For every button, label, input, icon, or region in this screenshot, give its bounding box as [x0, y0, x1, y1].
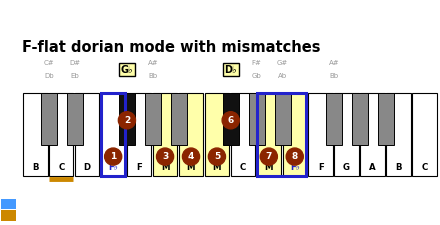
Text: Bb: Bb [330, 73, 339, 79]
Circle shape [222, 112, 239, 129]
Bar [23, 93, 48, 176]
Bar [386, 93, 411, 176]
Bar [205, 93, 229, 176]
Text: 7: 7 [266, 152, 272, 161]
Text: G♭: G♭ [121, 65, 133, 75]
Text: M: M [264, 163, 273, 172]
Text: C: C [240, 163, 246, 172]
Bar [275, 93, 290, 145]
Bar [249, 93, 264, 145]
Bar [257, 93, 306, 176]
Text: 6: 6 [227, 116, 234, 125]
Bar [127, 93, 151, 176]
Text: 8: 8 [292, 152, 298, 161]
Text: Gb: Gb [252, 73, 261, 79]
Text: A#: A# [147, 60, 158, 66]
Text: Ab: Ab [278, 73, 287, 79]
Text: D#: D# [70, 60, 81, 66]
Text: Db: Db [44, 73, 54, 79]
Circle shape [183, 148, 200, 165]
Bar [41, 93, 57, 145]
Bar [231, 93, 255, 176]
Text: M: M [187, 163, 195, 172]
Text: B: B [32, 163, 39, 172]
Text: F: F [318, 163, 323, 172]
Bar [257, 93, 281, 176]
Bar [412, 93, 436, 176]
Bar [223, 93, 239, 145]
Bar [145, 93, 161, 145]
Text: G#: G# [277, 60, 288, 66]
Bar [101, 93, 125, 176]
Bar [378, 93, 394, 145]
Text: C#: C# [44, 60, 55, 66]
Text: 1: 1 [110, 152, 116, 161]
Text: D: D [84, 163, 91, 172]
Text: B: B [395, 163, 402, 172]
Text: C: C [422, 163, 428, 172]
Text: Bb: Bb [148, 73, 158, 79]
Bar [119, 93, 135, 145]
Circle shape [118, 112, 136, 129]
Circle shape [286, 148, 303, 165]
Text: M: M [161, 163, 169, 172]
Bar [171, 93, 187, 145]
Bar [101, 93, 125, 176]
Bar [179, 93, 203, 176]
Text: 3: 3 [162, 152, 168, 161]
Bar [67, 93, 83, 145]
Circle shape [157, 148, 174, 165]
Text: A#: A# [329, 60, 340, 66]
Bar [334, 93, 359, 176]
Text: Eb: Eb [71, 73, 80, 79]
Bar [360, 93, 385, 176]
Text: 5: 5 [214, 152, 220, 161]
Text: G: G [343, 163, 350, 172]
Bar [153, 93, 177, 176]
Text: F♭: F♭ [290, 163, 300, 172]
Bar [1, 210, 16, 220]
Text: A: A [369, 163, 376, 172]
Text: basicmusictheory.com: basicmusictheory.com [6, 72, 11, 131]
Bar [75, 93, 99, 176]
Text: 4: 4 [188, 152, 194, 161]
Text: F#: F# [252, 60, 261, 66]
Bar [49, 93, 73, 176]
Bar [308, 93, 333, 176]
Circle shape [260, 148, 277, 165]
Bar [326, 93, 342, 145]
Circle shape [105, 148, 122, 165]
Text: D♭: D♭ [224, 65, 237, 75]
Bar [352, 93, 368, 145]
Circle shape [209, 148, 225, 165]
Text: F: F [136, 163, 142, 172]
Text: F-flat dorian mode with mismatches: F-flat dorian mode with mismatches [22, 40, 321, 55]
Bar [282, 93, 307, 176]
Text: F♭: F♭ [108, 163, 118, 172]
Text: 2: 2 [124, 116, 130, 125]
Bar [1, 199, 16, 209]
Text: C: C [58, 163, 64, 172]
Text: M: M [213, 163, 221, 172]
